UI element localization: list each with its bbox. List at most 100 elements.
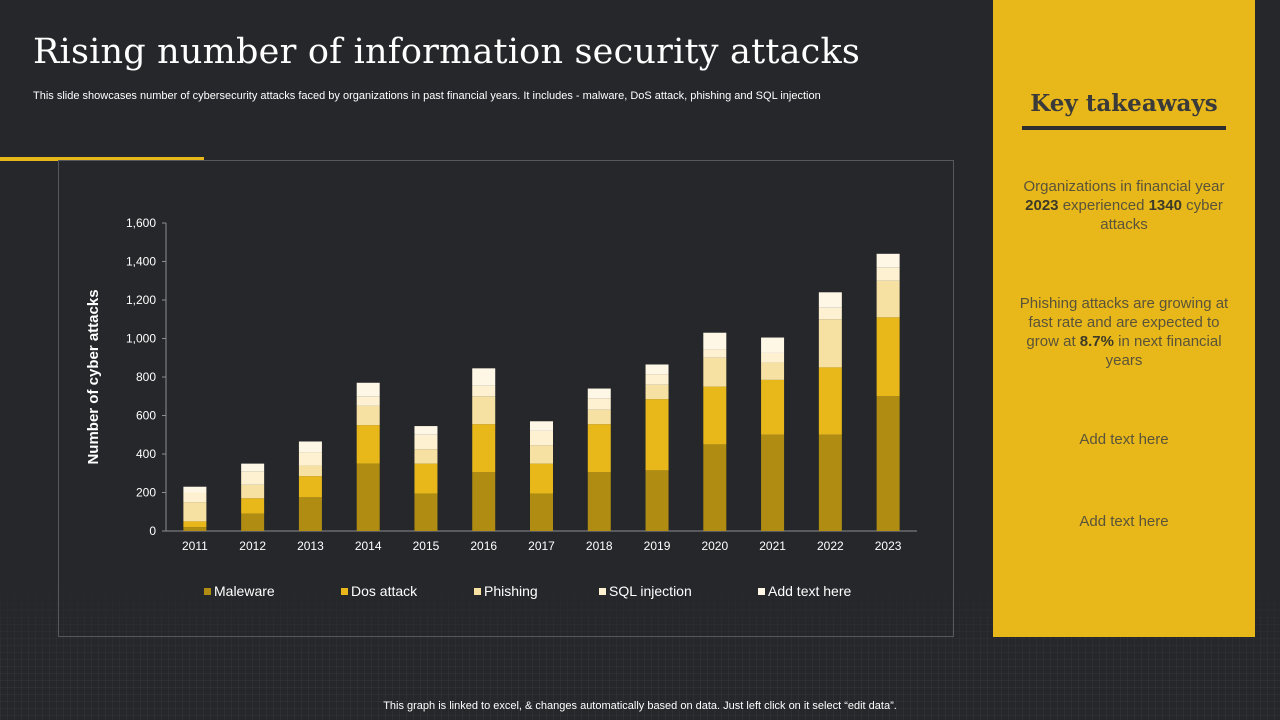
y-tick-label: 1,200 [126,293,156,307]
legend-swatch [204,588,211,595]
bar-stack-2014 [356,382,380,531]
legend-item-other: Add text here [758,583,851,599]
x-tick-label: 2019 [644,539,671,553]
bar-segment-dos [183,521,207,528]
title-accent-line [0,157,204,161]
bar-stack-2013 [298,441,322,531]
x-tick-label: 2017 [528,539,555,553]
bar-segment-sql [298,452,322,466]
bar-segment-dos [645,399,669,471]
key-takeaways-title: Key takeaways [1030,90,1218,117]
bar-stack-2016 [472,368,496,531]
bar-stack-2015 [414,426,438,531]
takeaway-highlight-rate: 8.7% [1079,333,1114,350]
bar-segment-malware [761,434,785,531]
takeaway-highlight-year: 2023 [1025,197,1059,214]
bar-segment-sql [241,471,265,485]
legend-label: Phishing [484,583,538,599]
x-tick-label: 2015 [413,539,440,553]
bar-segment-dos [587,424,611,473]
bar-stack-2019 [645,364,669,531]
chart-legend: Maleware Dos attack Phishing SQL injection A… [204,583,851,599]
chart-frame: 0 200 400 600 800 1,000 1,200 1,400 1,600 2011 20… [58,160,954,637]
bar-segment-other [761,337,785,353]
page-subtitle: This slide showcases number of cybersecu… [33,90,821,102]
bar-segment-malware [183,527,207,531]
stacked-bar-chart: 0 200 400 600 800 1,000 1,200 1,400 1,600 2011 20… [85,216,917,599]
y-tick-label: 1,600 [126,216,156,230]
x-tick-label: 2018 [586,539,613,553]
bar-stack-2020 [703,332,727,531]
bar-segment-dos [761,379,785,435]
bar-segment-phishing [761,362,785,380]
bar-segment-dos [530,463,553,494]
bar-stack-2023 [876,253,900,531]
bar-segment-phishing [587,409,611,425]
bar-segment-sql [876,267,900,281]
key-takeaways-panel: Key takeaways Organizations in financial… [993,0,1255,637]
bar-segment-malware [472,472,496,531]
bar-segment-dos [818,367,842,435]
legend-item-dos: Dos attack [341,583,418,599]
y-tick-label: 800 [136,370,156,384]
legend-label: Maleware [214,583,275,599]
legend-swatch [758,588,765,595]
bar-segment-sql [183,492,207,503]
x-axis: 2011 2012 2013 2014 2015 2016 2017 2018 2019 2020… [166,530,917,553]
bar-segment-other [818,292,842,308]
legend-swatch [474,588,481,595]
bar-segment-dos [298,476,322,498]
bar-segment-phishing [818,319,842,368]
bar-segment-other [530,421,553,431]
y-tick-label: 400 [136,447,156,461]
y-tick-label: 200 [136,486,156,500]
bar-segment-other [587,388,611,399]
x-tick-label: 2011 [182,539,208,553]
bar-stack-2018 [587,388,611,531]
y-tick-label: 0 [149,524,156,538]
bar-segment-dos [703,386,727,445]
key-takeaways-underline [1022,126,1226,130]
bar-segment-phishing [645,384,669,400]
bar-segment-phishing [298,465,322,477]
legend-label: Add text here [768,583,851,599]
bar-segment-other [876,253,900,268]
legend-swatch [599,588,606,595]
bar-stack-2022 [818,292,842,531]
y-tick-label: 1,000 [126,332,156,346]
bar-segment-other [703,332,727,350]
bar-segment-sql [472,385,496,397]
bar-segment-malware [703,444,727,531]
legend-label: SQL injection [609,583,692,599]
bar-segment-sql [645,374,669,385]
bar-segment-sql [530,430,553,446]
bar-segment-phishing [356,405,380,426]
takeaway-text: Phishing attacks are growing at fast rat… [1019,295,1229,350]
bar-segment-malware [298,497,322,531]
x-tick-label: 2021 [759,539,786,553]
bar-segment-malware [587,472,611,531]
takeaway-attacks-2023: Organizations in financial year 2023 exp… [1015,177,1233,234]
takeaway-placeholder-1: Add text here [1079,431,1169,448]
y-tick-label: 600 [136,409,156,423]
bar-stacks [183,253,900,531]
bar-segment-phishing [530,445,553,464]
x-tick-label: 2022 [817,539,844,553]
bar-segment-phishing [183,502,207,522]
legend-swatch [341,588,348,595]
x-tick-label: 2014 [355,539,382,553]
bar-stack-2011 [183,486,207,531]
bar-segment-other [472,368,496,386]
bar-stack-2012 [241,463,265,531]
legend-item-phishing: Phishing [474,583,538,599]
footer-note: This graph is linked to excel, & changes… [383,700,897,712]
bar-segment-malware [530,493,553,531]
bar-segment-dos [241,498,265,514]
bar-segment-dos [472,424,496,473]
bar-segment-phishing [472,396,496,425]
takeaway-text: cyber attacks [1100,197,1223,233]
y-tick-label: 1,400 [126,255,156,269]
bar-segment-other [356,382,380,397]
x-tick-label: 2012 [239,539,266,553]
takeaway-text: in next financial years [1105,333,1222,369]
